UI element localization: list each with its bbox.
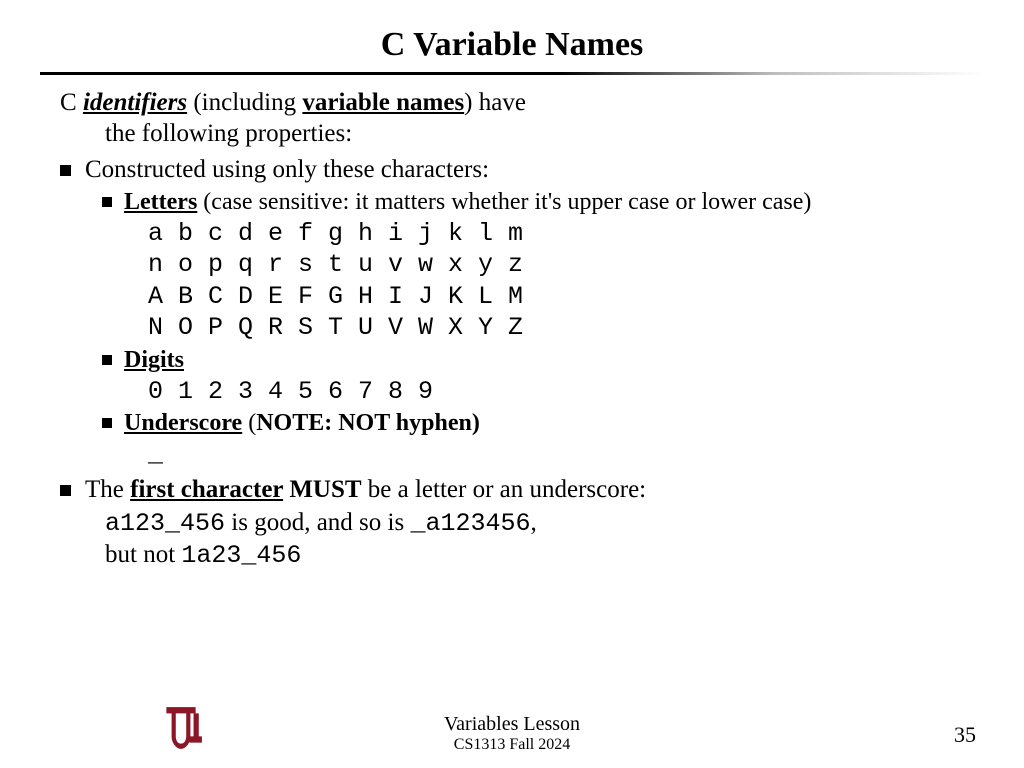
letters-label: Letters bbox=[124, 189, 197, 215]
bullet-constructed-text: Constructed using only these characters: bbox=[85, 154, 489, 185]
ex1-d: , bbox=[531, 509, 537, 536]
sub-letters-text: Letters (case sensitive: it matters whet… bbox=[124, 187, 811, 217]
firstchar-term: first character bbox=[130, 476, 283, 503]
digits-label: Digits bbox=[124, 347, 184, 373]
intro-line: C identifiers (including variable names)… bbox=[60, 87, 964, 150]
content-area: C identifiers (including variable names)… bbox=[0, 75, 1024, 572]
underscore-note-bold: NOTE: NOT hyphen) bbox=[256, 410, 480, 436]
footer: Variables Lesson CS1313 Fall 2024 bbox=[0, 713, 1024, 754]
bullet-icon bbox=[102, 418, 112, 428]
page-number: 35 bbox=[954, 722, 976, 748]
intro-prefix: C bbox=[60, 89, 83, 116]
underscore-char: _ bbox=[148, 440, 964, 470]
ex1-a: a123_456 bbox=[105, 509, 225, 538]
letters-row4: N O P Q R S T U V W X Y Z bbox=[148, 313, 964, 343]
slide: C Variable Names C identifiers (includin… bbox=[0, 0, 1024, 768]
bullet-constructed: Constructed using only these characters: bbox=[60, 154, 964, 185]
letters-row1: a b c d e f g h i j k l m bbox=[148, 219, 964, 249]
intro-text: C identifiers (including variable names)… bbox=[60, 87, 526, 150]
ex2-a: but not bbox=[105, 541, 181, 568]
bullet-firstchar: The first character MUST be a letter or … bbox=[60, 474, 964, 505]
bullet-firstchar-text: The first character MUST be a letter or … bbox=[85, 474, 646, 505]
letters-row2: n o p q r s t u v w x y z bbox=[148, 250, 964, 280]
sub-underscore: Underscore (NOTE: NOT hyphen) bbox=[102, 408, 964, 438]
ex2-b: 1a23_456 bbox=[181, 541, 301, 570]
digits-row: 0 1 2 3 4 5 6 7 8 9 bbox=[148, 377, 964, 407]
sub-digits-text: Digits bbox=[124, 345, 184, 375]
firstchar-example2: but not 1a23_456 bbox=[105, 539, 964, 571]
intro-varnames: variable names bbox=[302, 89, 464, 116]
firstchar-must: MUST bbox=[283, 476, 361, 503]
ex1-c: _a123456 bbox=[410, 509, 530, 538]
intro-identifiers: identifiers bbox=[83, 89, 187, 116]
bullet-icon bbox=[102, 197, 112, 207]
intro-middle: (including bbox=[187, 89, 302, 116]
bullet-icon bbox=[60, 165, 71, 176]
sub-letters: Letters (case sensitive: it matters whet… bbox=[102, 187, 964, 217]
firstchar-prefix: The bbox=[85, 476, 130, 503]
intro-suffix: ) have bbox=[464, 89, 526, 116]
slide-title: C Variable Names bbox=[0, 0, 1024, 72]
ex1-b: is good, and so is bbox=[225, 509, 410, 536]
footer-sub: CS1313 Fall 2024 bbox=[0, 736, 1024, 754]
letters-note: (case sensitive: it matters whether it's… bbox=[197, 189, 811, 215]
bullet-icon bbox=[102, 355, 112, 365]
bullet-icon bbox=[60, 485, 71, 496]
firstchar-suffix: be a letter or an underscore: bbox=[362, 476, 647, 503]
intro-line2: the following properties: bbox=[105, 118, 526, 149]
underscore-note-open: ( bbox=[242, 410, 256, 436]
underscore-label: Underscore bbox=[124, 410, 242, 436]
firstchar-example1: a123_456 is good, and so is _a123456, bbox=[105, 507, 964, 539]
sub-digits: Digits bbox=[102, 345, 964, 375]
sub-underscore-text: Underscore (NOTE: NOT hyphen) bbox=[124, 408, 480, 438]
letters-row3: A B C D E F G H I J K L M bbox=[148, 282, 964, 312]
footer-title: Variables Lesson bbox=[0, 713, 1024, 736]
